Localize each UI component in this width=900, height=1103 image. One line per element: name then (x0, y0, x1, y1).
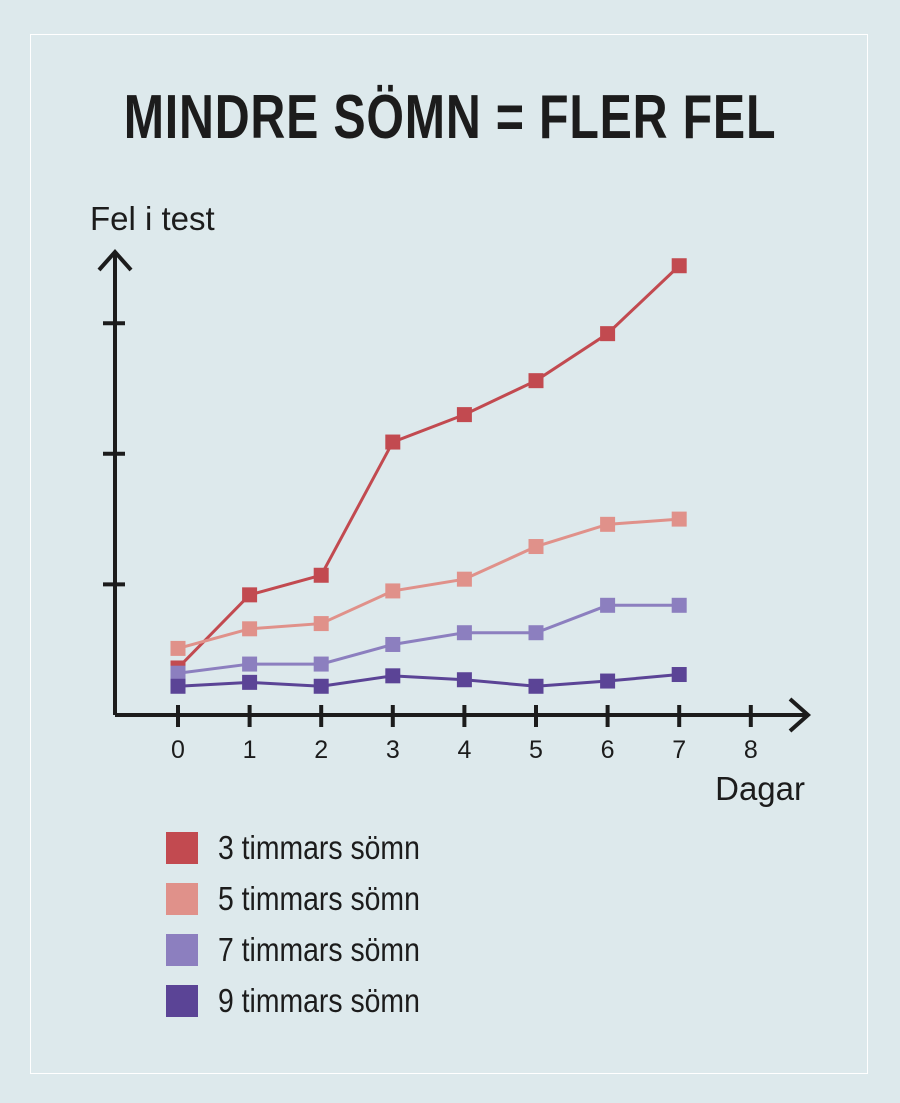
y-axis-label: Fel i test (90, 200, 215, 237)
data-point (385, 583, 401, 599)
data-point (671, 258, 687, 274)
x-axis-arrow (788, 697, 812, 733)
legend-swatch (166, 831, 198, 864)
data-point (313, 656, 329, 672)
data-point (242, 621, 258, 637)
data-point (313, 567, 329, 583)
data-point (600, 673, 616, 689)
data-point (313, 678, 329, 694)
data-point (170, 678, 186, 694)
legend-label: 7 timmars sömn (218, 930, 420, 968)
x-tick-label: 4 (457, 736, 471, 764)
legend-swatch (166, 933, 198, 966)
series-line (176, 264, 681, 670)
data-point (671, 511, 687, 527)
legend-item: 9 timmars sömn (166, 975, 453, 1026)
x-tick-label: 5 (529, 736, 543, 764)
data-point (671, 667, 687, 683)
data-point (313, 616, 329, 632)
series-line (177, 517, 680, 650)
data-point (456, 672, 472, 688)
x-tick-label: 6 (601, 736, 615, 764)
legend-item: 5 timmars sömn (166, 873, 453, 924)
data-point (242, 656, 258, 672)
x-tick-label: 7 (672, 736, 686, 764)
legend-swatch (166, 984, 198, 1017)
x-tick-label: 0 (171, 736, 185, 764)
data-point (242, 674, 258, 690)
data-point (528, 678, 544, 694)
data-point (600, 516, 616, 532)
data-point (242, 587, 258, 603)
data-point (671, 597, 687, 613)
data-point (385, 434, 401, 450)
data-point (528, 539, 544, 555)
x-tick-label: 1 (243, 736, 257, 764)
data-point (600, 326, 616, 342)
legend-label: 3 timmars sömn (218, 828, 420, 866)
data-point (385, 636, 401, 652)
x-axis-label: Dagar (715, 770, 805, 807)
legend-label: 9 timmars sömn (218, 981, 420, 1019)
x-tick-label: 8 (744, 736, 758, 764)
legend-swatch (166, 882, 198, 915)
data-point (456, 407, 472, 423)
chart-title: MINDRE SÖMN = FLER FEL (123, 83, 777, 152)
x-tick-label: 2 (314, 736, 328, 764)
series-line (177, 603, 680, 675)
chart-frame (30, 34, 868, 1074)
data-point (170, 640, 186, 656)
series-line (177, 673, 680, 688)
data-point (385, 668, 401, 684)
legend-item: 3 timmars sömn (166, 822, 453, 873)
data-point (528, 625, 544, 641)
chart-legend: 3 timmars sömn 5 timmars sömn 7 timmars sö… (166, 822, 453, 1026)
y-axis-arrow (97, 248, 133, 272)
data-point (528, 373, 544, 389)
data-point (456, 571, 472, 587)
legend-item: 7 timmars sömn (166, 924, 453, 975)
x-tick-label: 3 (386, 736, 400, 764)
data-point (456, 625, 472, 641)
data-point (170, 665, 186, 681)
data-point (600, 597, 616, 613)
legend-label: 5 timmars sömn (218, 879, 420, 917)
